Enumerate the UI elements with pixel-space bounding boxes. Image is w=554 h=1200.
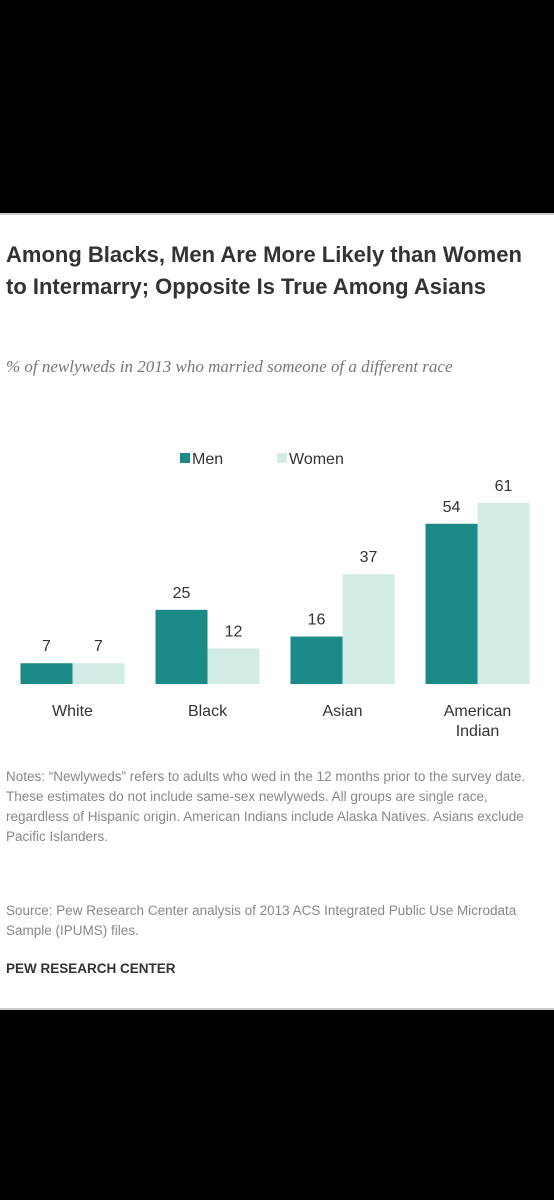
- value-label: 12: [225, 623, 243, 640]
- legend-label: Men: [192, 451, 223, 468]
- value-label: 61: [495, 478, 513, 495]
- chart: Men Women 7 7 25 12 16 37 54 61: [20, 451, 530, 684]
- legend-swatch: [277, 453, 287, 463]
- bar: [290, 636, 343, 684]
- chart-panel: Among Blacks, Men Are More Likely than W…: [0, 213, 554, 1010]
- value-label: 25: [173, 585, 191, 602]
- value-label: 16: [308, 612, 326, 629]
- bar: [72, 663, 125, 684]
- x-tick-label: Black: [187, 703, 228, 720]
- value-label: 7: [42, 638, 51, 655]
- bar: [425, 523, 478, 684]
- value-label: 7: [94, 638, 103, 655]
- chart-subtitle: % of newlyweds in 2013 who married someo…: [6, 357, 453, 376]
- source: Source: Pew Research Center analysis of …: [6, 903, 517, 938]
- x-tick-label: Asian: [322, 703, 363, 720]
- bar: [207, 648, 260, 684]
- bar: [477, 503, 530, 684]
- x-tick-label: American Indian: [443, 703, 512, 740]
- bar: [155, 609, 208, 684]
- bar: [20, 663, 73, 684]
- legend-swatch: [180, 453, 190, 463]
- value-label: 37: [360, 549, 378, 566]
- legend-label: Women: [289, 451, 344, 468]
- notes: Notes: “Newlyweds” refers to adults who …: [6, 769, 526, 844]
- credit: PEW RESEARCH CENTER: [6, 961, 176, 976]
- x-tick-label: White: [52, 703, 93, 720]
- value-label: 54: [443, 499, 461, 516]
- chart-title: Among Blacks, Men Are More Likely than W…: [6, 242, 522, 299]
- bar: [342, 574, 395, 684]
